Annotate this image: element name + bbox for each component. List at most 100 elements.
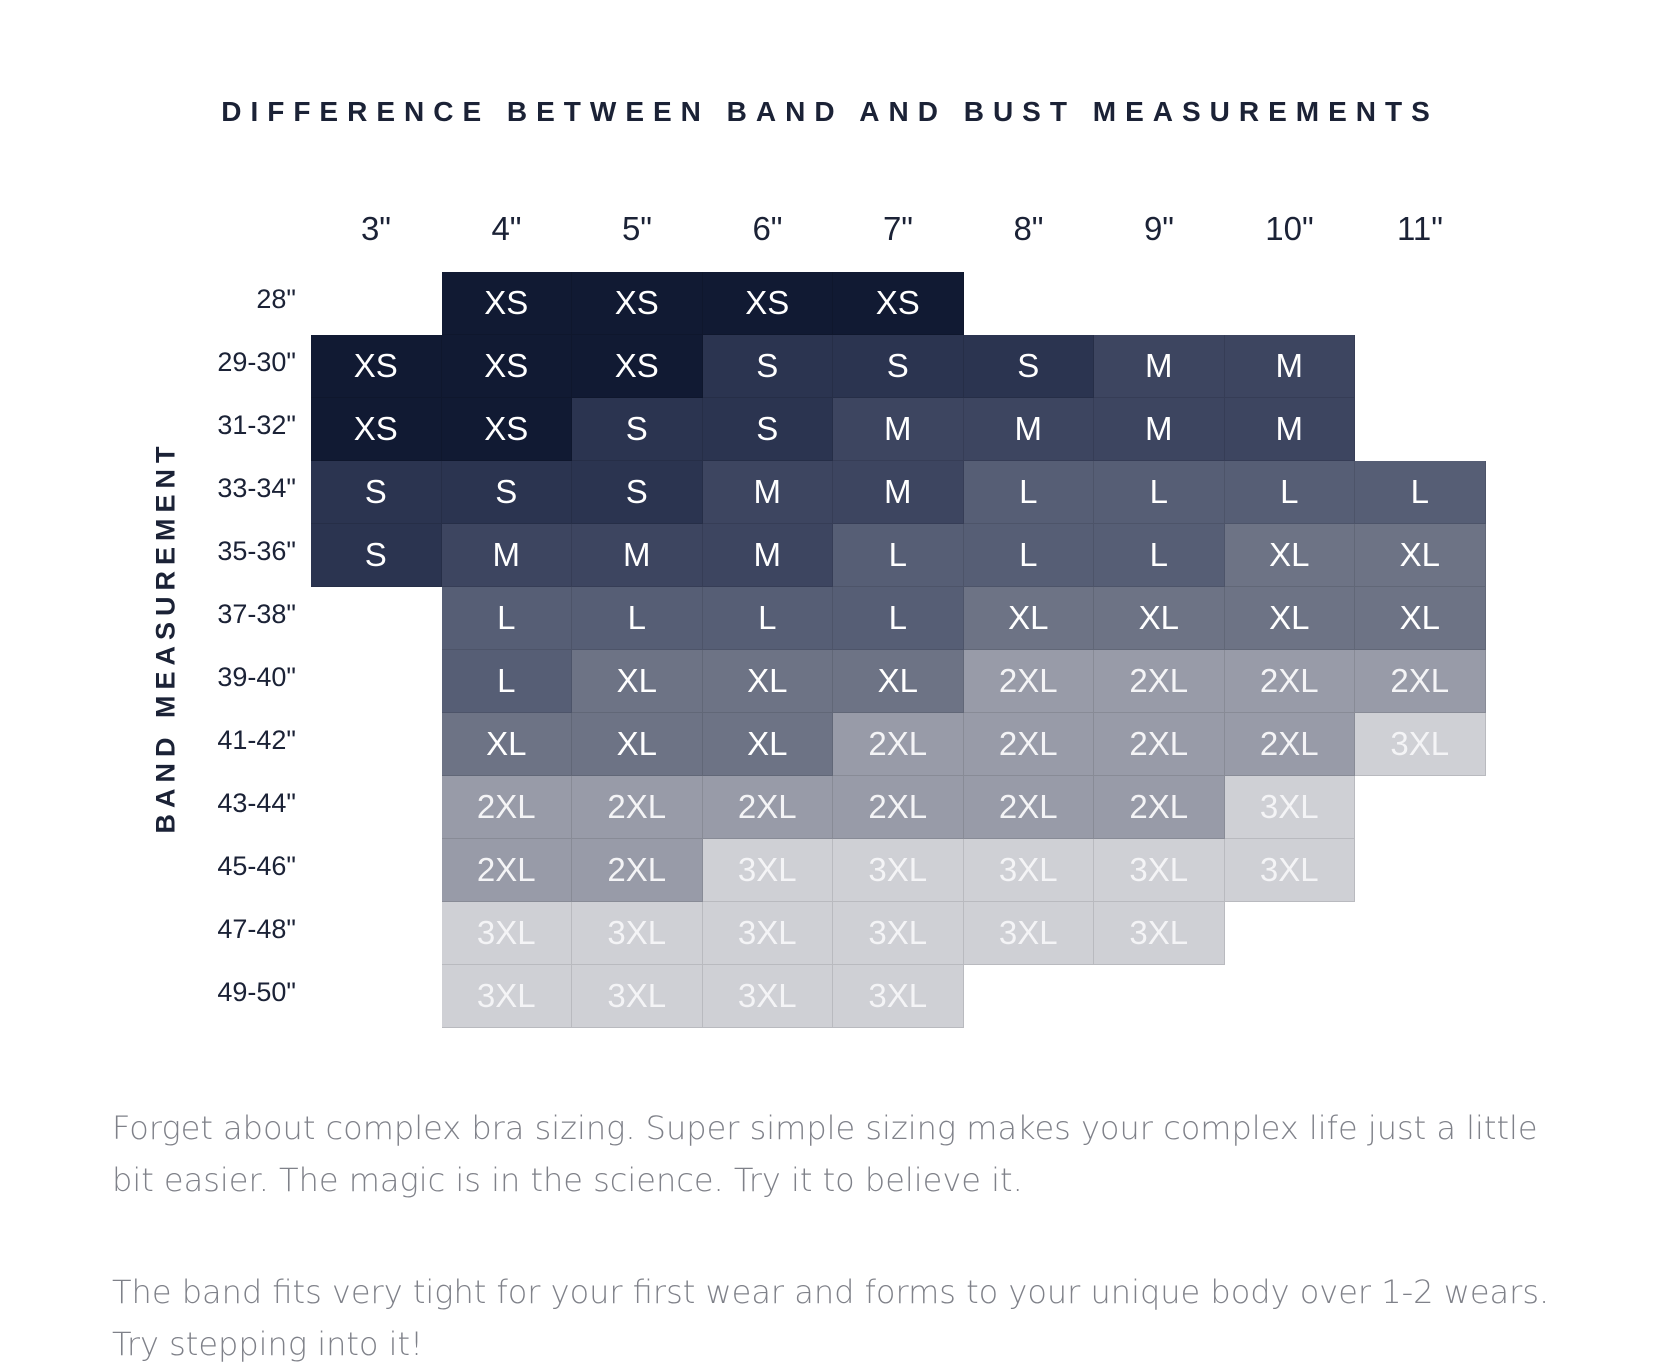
size-cell: 3XL	[1094, 839, 1225, 902]
size-cell: S	[702, 398, 833, 461]
row-label: 41-42"	[217, 725, 296, 755]
size-cell: M	[833, 461, 964, 524]
size-cell: 3XL	[702, 839, 833, 902]
size-cell: 3XL	[572, 965, 703, 1028]
row-label: 37-38"	[217, 599, 296, 629]
size-cell: 3XL	[441, 902, 572, 965]
size-cell: 2XL	[572, 839, 703, 902]
row-label: 29-30"	[217, 347, 296, 377]
size-cell: S	[572, 461, 703, 524]
size-cell: L	[833, 587, 964, 650]
size-cell: XL	[833, 650, 964, 713]
size-cell: 3XL	[441, 965, 572, 1028]
description-paragraph-2: The band fits very tight for your first …	[112, 1273, 1550, 1363]
row-label: 49-50"	[217, 977, 296, 1007]
size-cell: 3XL	[963, 902, 1094, 965]
size-cell: S	[833, 335, 964, 398]
size-cell: S	[311, 524, 442, 587]
size-cell: L	[1224, 461, 1355, 524]
size-cell: 2XL	[702, 776, 833, 839]
size-cell: L	[1094, 461, 1225, 524]
column-header: 8"	[1013, 210, 1044, 247]
size-cell: XS	[572, 335, 703, 398]
row-label: 43-44"	[217, 788, 296, 818]
size-cell: XL	[702, 650, 833, 713]
row-label: 47-48"	[217, 914, 296, 944]
size-cell: 2XL	[963, 776, 1094, 839]
size-cell: XS	[311, 398, 442, 461]
size-cell: L	[441, 650, 572, 713]
size-cell: M	[702, 524, 833, 587]
row-label: 45-46"	[217, 851, 296, 881]
size-cell: XL	[963, 587, 1094, 650]
size-cell: 3XL	[833, 902, 964, 965]
size-cell: 3XL	[1094, 902, 1225, 965]
size-cell: 2XL	[441, 776, 572, 839]
size-cell: M	[1224, 398, 1355, 461]
size-cell: 2XL	[833, 776, 964, 839]
size-cell: 2XL	[963, 713, 1094, 776]
size-cell: 3XL	[1355, 713, 1486, 776]
size-cell: L	[1355, 461, 1486, 524]
size-cell: XL	[1224, 524, 1355, 587]
size-cell: XL	[572, 713, 703, 776]
row-label: 28"	[256, 284, 296, 314]
size-cell: 2XL	[1094, 713, 1225, 776]
size-cell: 3XL	[702, 965, 833, 1028]
size-cell: XL	[702, 713, 833, 776]
size-cell: 2XL	[1094, 650, 1225, 713]
row-label: 35-36"	[217, 536, 296, 566]
size-cell: XS	[833, 272, 964, 335]
size-cell: 2XL	[441, 839, 572, 902]
column-header: 4"	[491, 210, 522, 247]
size-cell: 3XL	[572, 902, 703, 965]
size-cell: S	[441, 461, 572, 524]
size-cell: XL	[1094, 587, 1225, 650]
size-cell: 2XL	[1224, 713, 1355, 776]
size-cell: 2XL	[1224, 650, 1355, 713]
size-cell: XS	[441, 272, 572, 335]
size-cell: 3XL	[702, 902, 833, 965]
size-cell: 2XL	[833, 713, 964, 776]
size-cell: M	[963, 398, 1094, 461]
column-header: 5"	[621, 210, 653, 247]
column-headers: 3" 4" 5" 6" 7" 8" 9" 10" 11"	[0, 0, 1660, 260]
size-cell: XS	[702, 272, 833, 335]
size-cell: M	[1224, 335, 1355, 398]
size-cell: M	[833, 398, 964, 461]
size-cell: L	[441, 587, 572, 650]
size-cell: 2XL	[963, 650, 1094, 713]
description-paragraph-1: Forget about complex bra sizing. Super s…	[112, 1109, 1538, 1199]
size-cell: L	[572, 587, 703, 650]
size-cell: M	[1094, 335, 1225, 398]
row-label: 31-32"	[217, 410, 296, 440]
size-cell: M	[1094, 398, 1225, 461]
size-cell: S	[702, 335, 833, 398]
row-label: 33-34"	[217, 473, 296, 503]
size-cell: M	[441, 524, 572, 587]
size-cell: XL	[1224, 587, 1355, 650]
size-cell: M	[572, 524, 703, 587]
size-cell: 3XL	[833, 839, 964, 902]
size-cell: M	[702, 461, 833, 524]
column-header: 9"	[1143, 210, 1175, 247]
size-cell: L	[833, 524, 964, 587]
size-cell: 2XL	[1094, 776, 1225, 839]
size-cell: S	[963, 335, 1094, 398]
chart-title: DIFFERENCE BETWEEN BAND AND BUST MEASURE…	[221, 96, 1439, 127]
size-cell: 2XL	[1355, 650, 1486, 713]
size-cell: XL	[441, 713, 572, 776]
column-header: 11"	[1397, 210, 1443, 247]
size-cell: 3XL	[963, 839, 1094, 902]
size-cell: L	[963, 524, 1094, 587]
size-cell: XL	[572, 650, 703, 713]
size-cell: XS	[441, 335, 572, 398]
size-cell: XL	[1355, 587, 1486, 650]
size-cell: 3XL	[1224, 776, 1355, 839]
size-cell: 2XL	[572, 776, 703, 839]
size-cell: L	[702, 587, 833, 650]
column-header: 6"	[752, 210, 783, 247]
column-header: 7"	[882, 210, 914, 247]
size-cell: XS	[311, 335, 442, 398]
size-cell: XS	[441, 398, 572, 461]
